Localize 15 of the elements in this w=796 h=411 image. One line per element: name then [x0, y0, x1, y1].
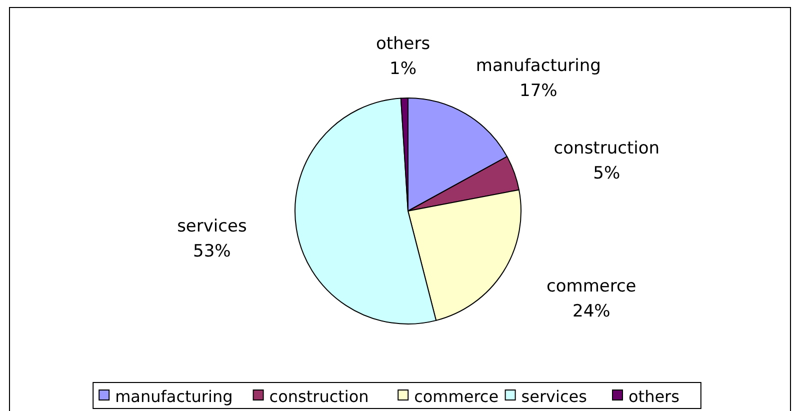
slice-label: services	[177, 216, 247, 237]
legend-label: services	[521, 387, 587, 406]
data-label: 1%	[390, 59, 417, 80]
slice-label: commerce	[546, 276, 636, 297]
data-label: 5%	[593, 163, 620, 184]
data-label: 24%	[572, 302, 610, 322]
data-label: 17%	[520, 81, 558, 102]
slice-label: others	[376, 34, 430, 54]
slice-label: manufacturing	[476, 56, 601, 76]
legend-label: manufacturing	[115, 387, 233, 406]
legend-label: others	[628, 387, 680, 406]
legend-label: commerce	[414, 387, 499, 406]
legend-label: construction	[269, 387, 369, 406]
slice-label: construction	[554, 138, 660, 158]
data-label: 53%	[193, 242, 231, 262]
